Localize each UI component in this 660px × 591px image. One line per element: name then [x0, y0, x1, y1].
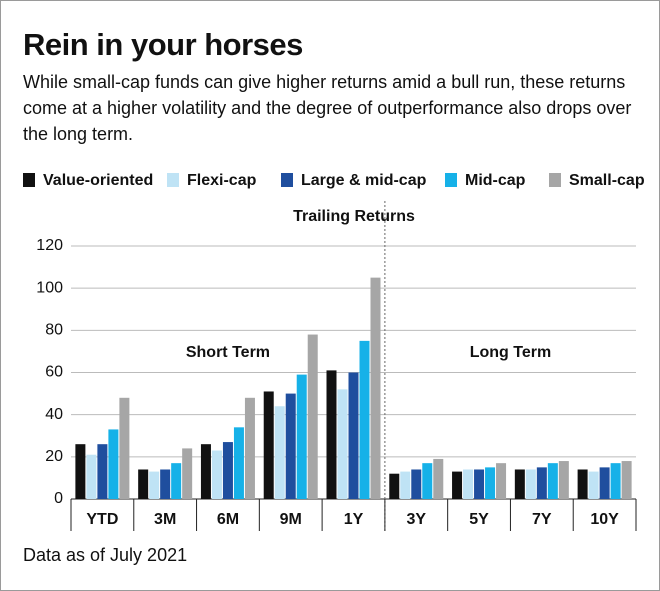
bar: [496, 463, 507, 499]
legend-swatch: [167, 173, 179, 187]
bar: [422, 463, 433, 499]
note: Data as of July 2021: [23, 545, 187, 565]
bar: [599, 467, 610, 499]
x-tick-label: 7Y: [532, 511, 552, 528]
legend-label: Flexi-cap: [187, 172, 257, 189]
bar: [244, 397, 255, 499]
chart-subtitle: While small-cap funds can give higher re…: [23, 72, 632, 144]
legend-swatch: [549, 173, 561, 187]
bar: [547, 463, 558, 499]
bar: [149, 471, 160, 499]
bar: [463, 469, 474, 499]
legend-label: Mid-cap: [465, 172, 526, 189]
bar: [97, 444, 108, 499]
bar: [411, 469, 422, 499]
bar: [119, 397, 130, 499]
bar: [577, 469, 588, 499]
y-tick-label: 60: [45, 364, 63, 381]
bar: [348, 372, 359, 499]
bar: [86, 454, 97, 499]
bar: [558, 461, 569, 499]
x-tick-label: 6M: [217, 511, 239, 528]
y-tick-label: 100: [36, 279, 63, 296]
y-tick-label: 80: [45, 322, 63, 339]
bar: [200, 444, 211, 499]
bar: [400, 471, 411, 499]
x-tick-label: 10Y: [590, 511, 619, 528]
y-tick-label: 20: [45, 448, 63, 465]
bar: [171, 463, 182, 499]
section-label: Long Term: [470, 344, 551, 361]
x-tick-label: YTD: [86, 511, 118, 528]
legend-swatch: [445, 173, 457, 187]
y-tick-label: 0: [54, 490, 63, 507]
bar: [359, 340, 370, 499]
bar: [307, 334, 318, 499]
bar: [525, 469, 536, 499]
bar: [222, 442, 233, 499]
bar: [160, 469, 171, 499]
section-label: Short Term: [186, 344, 270, 361]
x-tick-label: 3Y: [406, 511, 426, 528]
y-tick-label: 120: [36, 237, 63, 254]
bar: [452, 471, 463, 499]
bar: [285, 393, 296, 499]
y-tick-label: 40: [45, 406, 63, 423]
bar: [337, 389, 348, 499]
bar: [389, 473, 400, 499]
x-tick-label: 1Y: [344, 511, 364, 528]
legend-label: Large & mid-cap: [301, 172, 427, 189]
axis-title: Trailing Returns: [293, 208, 415, 225]
bar: [296, 374, 307, 499]
bar: [274, 406, 285, 499]
bar: [211, 450, 222, 499]
bar: [233, 427, 244, 499]
bar: [588, 471, 599, 499]
bar: [263, 391, 274, 499]
bar: [621, 461, 632, 499]
bar: [433, 458, 444, 499]
x-tick-label: 3M: [154, 511, 176, 528]
legend-swatch: [23, 173, 35, 187]
bar: [138, 469, 149, 499]
bar: [108, 429, 119, 499]
legend-label: Small-cap: [569, 172, 645, 189]
bar: [485, 467, 496, 499]
bar: [182, 448, 193, 499]
x-tick-label: 5Y: [469, 511, 489, 528]
bar: [370, 277, 381, 499]
x-tick-label: 9M: [280, 511, 302, 528]
legend-swatch: [281, 173, 293, 187]
chart-title: Rein in your horses: [23, 27, 303, 62]
bar: [75, 444, 86, 499]
bar: [474, 469, 485, 499]
bar: [514, 469, 525, 499]
legend-label: Value-oriented: [43, 172, 153, 189]
bar: [610, 463, 621, 499]
bar: [326, 370, 337, 499]
bar: [536, 467, 547, 499]
